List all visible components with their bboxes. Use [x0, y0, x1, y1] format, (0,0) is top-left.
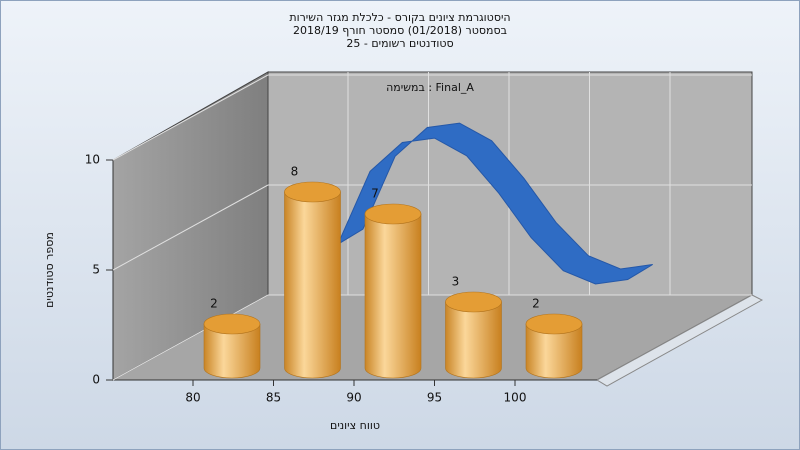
floor-edge	[595, 294, 764, 387]
value-label: 7	[371, 187, 379, 201]
bar-top	[284, 181, 341, 203]
bar-top	[525, 313, 583, 335]
value-label: 8	[291, 165, 299, 179]
y-tick-label: 5	[92, 263, 100, 277]
title-line: בסמסטר (01/2018) סמסטר חורף 2018/19	[293, 24, 507, 37]
bar	[203, 323, 261, 379]
x-tick-label: 100	[504, 391, 527, 405]
bar	[284, 191, 341, 379]
title-line: היסטוגרמת ציונים בקורס - כלכלת מגזר השיר…	[289, 11, 510, 24]
x-axis-label: טווח ציונים	[330, 419, 380, 432]
grid-line	[112, 74, 269, 161]
x-tick-label: 90	[346, 391, 361, 405]
bar-top	[364, 203, 422, 225]
bar	[445, 301, 502, 379]
bar	[525, 323, 583, 379]
grid-line	[112, 184, 269, 271]
x-tick-label: 95	[427, 391, 442, 405]
value-label: 2	[210, 297, 218, 311]
x-tick-label: 85	[266, 391, 281, 405]
title: היסטוגרמת ציונים בקורס - כלכלת מגזר השיר…	[289, 11, 510, 50]
y-axis-label: מספר סטודנטים	[43, 232, 56, 308]
x-tick-label: 80	[185, 391, 200, 405]
bar	[364, 213, 422, 379]
bar-top	[203, 313, 261, 335]
title-line: סטודנטים רשומים - 25	[346, 37, 453, 50]
grid-line	[112, 294, 269, 381]
y-tick-label: 0	[92, 373, 100, 387]
bar-top	[445, 291, 502, 313]
y-tick-label: 10	[85, 153, 100, 167]
curve-ribbon	[336, 122, 653, 285]
value-label: 2	[532, 297, 540, 311]
annotation: במשימה : Final_A	[386, 81, 474, 94]
value-label: 3	[452, 275, 460, 289]
